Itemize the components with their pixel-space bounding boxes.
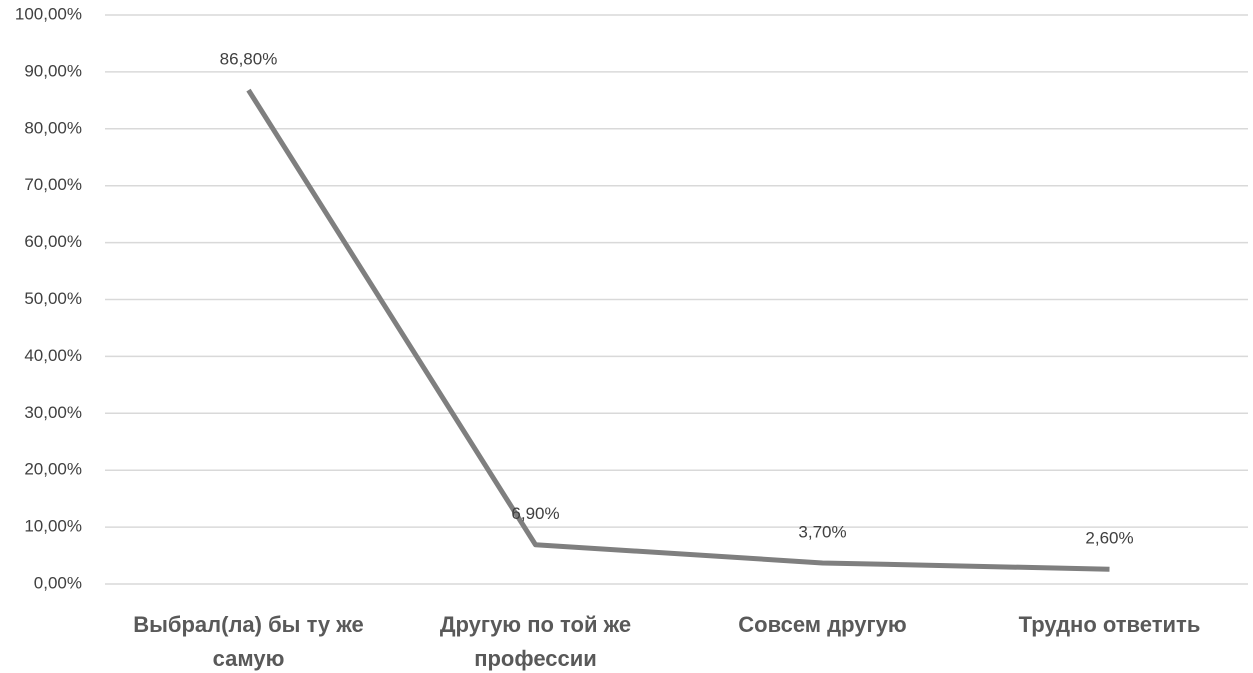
y-tick-label: 70,00% <box>24 175 82 194</box>
data-label: 86,80% <box>220 50 278 69</box>
x-tick-label: Выбрал(ла) бы ту же самую <box>133 612 364 671</box>
y-tick-label: 0,00% <box>34 573 82 592</box>
y-tick-label: 100,00% <box>15 4 82 23</box>
data-label: 2,60% <box>1085 529 1133 548</box>
y-tick-label: 10,00% <box>24 517 82 536</box>
x-tick-label: Другую по той же профессии <box>439 612 632 671</box>
y-tick-label: 90,00% <box>24 61 82 80</box>
data-label: 3,70% <box>798 522 846 541</box>
x-tick-label: Совсем другую <box>738 612 907 637</box>
y-tick-label: 40,00% <box>24 346 82 365</box>
y-tick-label: 50,00% <box>24 289 82 308</box>
y-tick-label: 80,00% <box>24 118 82 137</box>
y-tick-label: 30,00% <box>24 403 82 422</box>
line <box>246 88 1110 572</box>
x-tick-label: Трудно ответить <box>1018 612 1201 637</box>
data-label: 6,90% <box>511 504 559 523</box>
y-tick-label: 20,00% <box>24 460 82 479</box>
y-tick-label: 60,00% <box>24 232 82 251</box>
